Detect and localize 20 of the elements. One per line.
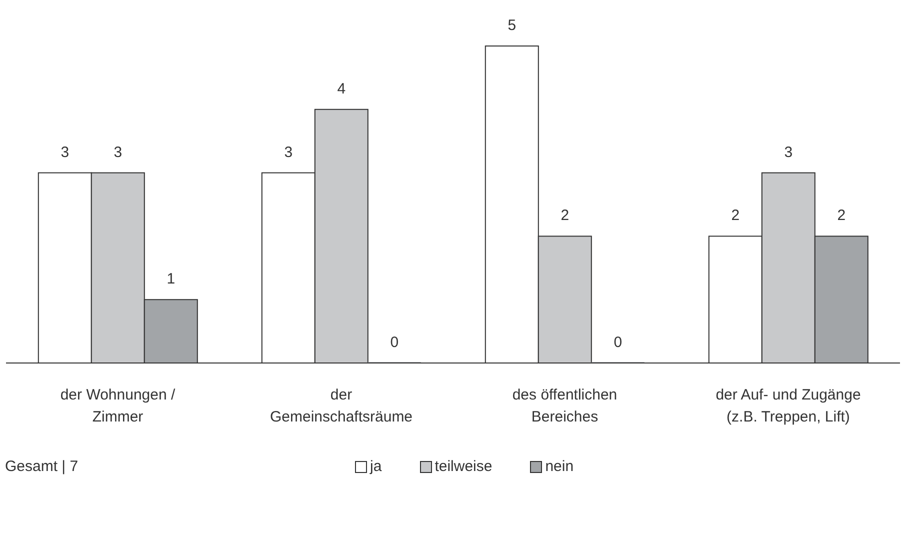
data-label: 3 bbox=[114, 144, 122, 161]
data-label: 2 bbox=[731, 207, 740, 224]
data-label: 0 bbox=[614, 334, 622, 351]
x-tick-label: der Gemeinschaftsräume bbox=[270, 386, 413, 426]
legend-label: teilweise bbox=[434, 458, 492, 475]
data-label: 3 bbox=[784, 144, 793, 161]
x-tick-label: des öffentlichen Bereiches bbox=[512, 386, 618, 426]
legend-label: ja bbox=[370, 458, 382, 475]
data-label: 2 bbox=[837, 207, 846, 224]
legend-label: nein bbox=[545, 458, 574, 475]
data-label: 3 bbox=[60, 144, 70, 161]
data-label: 4 bbox=[337, 80, 346, 98]
x-tick-label: der Auf- und Zugänge (z.B. Treppen, Lift) bbox=[716, 386, 861, 426]
text: Gesamt | 7 bbox=[5, 458, 78, 475]
x-tick-label: der Wohnungen / Zimmer bbox=[60, 386, 176, 426]
data-label: 0 bbox=[390, 334, 399, 351]
data-label: 2 bbox=[560, 207, 570, 224]
data-label: 1 bbox=[166, 270, 176, 288]
data-label: 5 bbox=[508, 17, 516, 34]
data-label: 3 bbox=[284, 144, 293, 161]
